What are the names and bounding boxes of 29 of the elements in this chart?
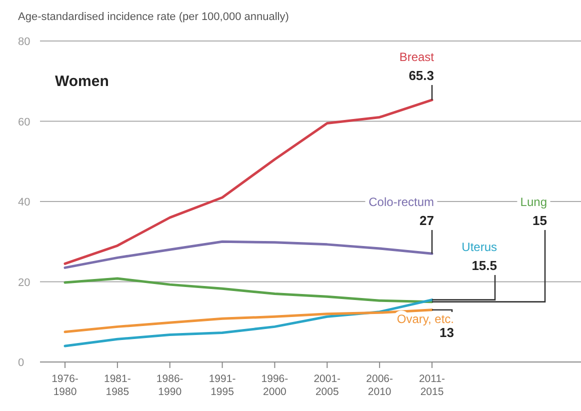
line-series — [64, 308, 434, 334]
y-tick-label: 60 — [18, 116, 30, 128]
text: Breast — [399, 50, 435, 64]
x-tick-label: 1976-1980 — [52, 373, 79, 398]
series-label: Ovary, etc. — [396, 312, 454, 326]
text: Women — [55, 73, 109, 90]
x-tick-label: 2006-2010 — [366, 373, 394, 398]
y-tick-label: 0 — [18, 357, 24, 369]
y-axis-title: Age-standardised incidence rate (per 100,000 annually) — [18, 11, 289, 23]
x-tick-label: 2001-2005 — [314, 373, 342, 398]
line-series — [64, 298, 434, 348]
x-tick-label: 1986-1990 — [156, 373, 184, 398]
data-label: 15 — [532, 213, 547, 228]
line-series — [64, 240, 434, 269]
text: Lung — [520, 195, 547, 209]
line-series — [64, 277, 434, 304]
x-tick-label: 1991-1995 — [208, 373, 236, 398]
line-series — [64, 98, 434, 265]
data-label: 65.3 — [408, 68, 434, 83]
x-tick-label: 2011-2015 — [418, 373, 446, 398]
y-tick-label: 40 — [18, 196, 30, 208]
data-label: 27 — [420, 213, 434, 228]
x-tick-label: 1996-2000 — [261, 373, 289, 398]
x-tick-label: 1981-1985 — [104, 373, 132, 398]
text: Uterus — [462, 240, 497, 254]
data-label: 15.5 — [472, 258, 497, 273]
y-tick-label: 80 — [18, 36, 30, 48]
data-label: 13 — [440, 325, 454, 340]
y-tick-label: 20 — [18, 276, 30, 289]
